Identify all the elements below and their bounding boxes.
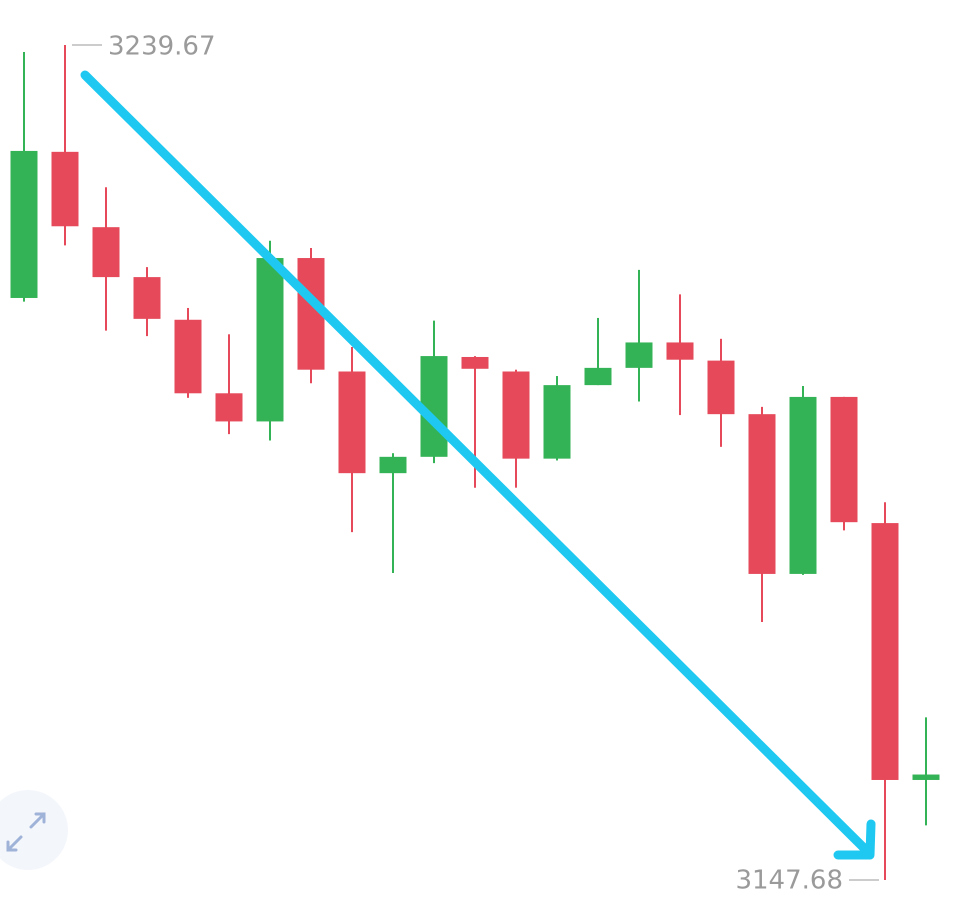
high-label: 3239.67 [108,32,216,62]
candle-body [338,371,366,474]
trend-arrow [80,70,876,860]
candle-body [625,342,653,368]
candle-body [215,393,243,422]
candle-body [871,523,899,780]
candle-body [830,396,858,523]
candle-body [133,277,161,319]
candle-body [502,371,530,459]
candle-body [543,385,571,459]
candle-body [584,367,612,386]
candle-body [174,319,202,394]
candle-body [789,396,817,574]
candle-body [707,360,735,415]
candle-body [92,227,120,278]
candle-body [10,150,38,298]
candle-body [379,456,407,474]
candle-body [666,342,694,360]
candle-body [461,356,489,369]
low-label: 3147.68 [735,866,843,896]
candle-body [748,414,776,574]
candle-body [51,151,79,227]
expand-icon [6,812,46,852]
expand-button[interactable] [0,790,68,870]
candle-body [256,258,284,422]
candle-body [912,774,940,780]
